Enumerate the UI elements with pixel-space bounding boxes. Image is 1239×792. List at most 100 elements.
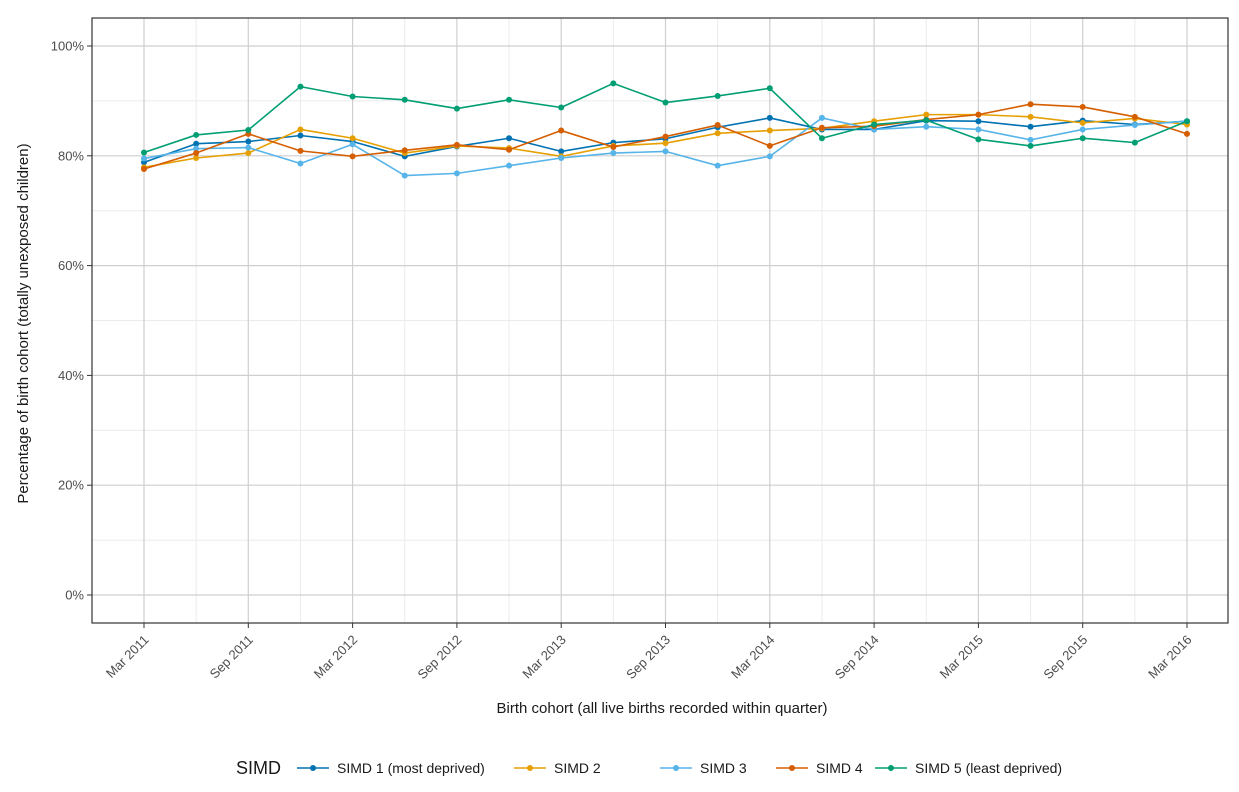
data-point-simd-4 (1131, 113, 1138, 120)
data-point-simd-5 (453, 105, 460, 112)
data-point-simd-5 (558, 104, 565, 111)
data-point-simd-3 (714, 162, 721, 169)
x-tick-label: Sep 2011 (207, 632, 256, 681)
data-point-simd-3 (818, 114, 825, 121)
data-point-simd-4 (610, 144, 617, 151)
data-point-simd-3 (610, 150, 617, 157)
data-point-simd-2 (245, 150, 252, 157)
x-tick-label: Mar 2012 (311, 632, 360, 681)
data-point-simd-1 (1027, 123, 1034, 130)
data-point-simd-2 (1079, 119, 1086, 126)
data-point-simd-2 (1027, 113, 1034, 120)
data-point-simd-1 (975, 118, 982, 125)
data-point-simd-3 (1131, 122, 1138, 129)
legend-label: SIMD 2 (554, 760, 601, 776)
data-point-simd-4 (349, 153, 356, 160)
data-point-simd-2 (766, 127, 773, 134)
data-point-simd-2 (714, 130, 721, 137)
data-point-simd-5 (245, 126, 252, 133)
data-point-simd-5 (1027, 142, 1034, 149)
x-tick-label: Sep 2012 (415, 632, 465, 682)
data-point-simd-1 (245, 138, 252, 145)
y-tick-label: 60% (58, 258, 84, 273)
y-tick-label: 40% (58, 368, 84, 383)
data-point-simd-4 (297, 147, 304, 154)
x-tick-label: Sep 2015 (1040, 632, 1090, 682)
data-point-simd-5 (193, 131, 200, 138)
data-point-simd-5 (1184, 118, 1190, 125)
data-point-simd-5 (1079, 135, 1086, 142)
x-tick-label: Sep 2013 (623, 632, 673, 682)
data-point-simd-5 (349, 93, 356, 100)
data-point-simd-5 (1131, 139, 1138, 146)
data-point-simd-5 (401, 96, 408, 103)
data-point-simd-5 (662, 99, 669, 106)
data-point-simd-3 (401, 172, 408, 179)
x-tick-label: Mar 2016 (1145, 632, 1194, 681)
data-point-simd-3 (975, 126, 982, 133)
data-point-simd-4 (193, 150, 200, 157)
y-tick-label: 80% (58, 148, 84, 163)
data-point-simd-1 (297, 132, 304, 139)
legend-key-point (310, 765, 316, 771)
legend-key-point (888, 765, 894, 771)
data-point-simd-5 (818, 135, 825, 142)
x-axis-title: Birth cohort (all live births recorded w… (497, 700, 828, 717)
data-point-simd-3 (1079, 126, 1086, 133)
legend-item-simd-4: SIMD 4 (776, 760, 863, 776)
data-point-simd-4 (401, 147, 408, 154)
x-tick-label: Mar 2014 (728, 632, 777, 681)
data-point-simd-4 (506, 146, 513, 153)
data-point-simd-2 (193, 154, 200, 161)
legend-item-simd-5: SIMD 5 (least deprived) (875, 760, 1062, 776)
legend-label: SIMD 3 (700, 760, 747, 776)
data-point-simd-5 (297, 83, 304, 90)
data-point-simd-3 (662, 148, 669, 155)
data-point-simd-3 (558, 154, 565, 161)
legend-title: SIMD (236, 758, 281, 778)
x-tick-label: Mar 2013 (519, 632, 568, 681)
data-point-simd-4 (1079, 103, 1086, 110)
data-point-simd-3 (1027, 136, 1034, 143)
data-point-simd-5 (975, 136, 982, 143)
data-point-simd-5 (871, 121, 878, 128)
data-point-simd-5 (506, 96, 513, 103)
data-point-simd-4 (141, 165, 147, 172)
y-tick-label: 100% (51, 39, 85, 54)
data-point-simd-2 (923, 111, 930, 118)
data-point-simd-3 (506, 162, 513, 169)
y-axis-title: Percentage of birth cohort (totally unex… (15, 143, 32, 503)
data-point-simd-5 (714, 92, 721, 99)
data-point-simd-2 (349, 135, 356, 142)
data-point-simd-5 (141, 149, 147, 156)
data-point-simd-5 (610, 80, 617, 87)
plot-border (91, 17, 1229, 624)
y-tick-label: 0% (65, 588, 84, 603)
data-point-simd-2 (662, 140, 669, 147)
data-point-simd-1 (506, 135, 513, 142)
x-tick-label: Sep 2014 (832, 632, 882, 682)
legend-item-simd-3: SIMD 3 (660, 760, 747, 776)
data-point-simd-5 (766, 85, 773, 92)
x-tick-label: Mar 2011 (103, 632, 152, 681)
data-point-simd-3 (349, 141, 356, 148)
data-point-simd-4 (975, 111, 982, 118)
data-point-simd-4 (766, 142, 773, 149)
data-point-simd-5 (923, 117, 930, 124)
data-point-simd-3 (453, 170, 460, 177)
data-point-simd-3 (766, 153, 773, 160)
data-point-simd-4 (662, 133, 669, 140)
legend-item-simd-1: SIMD 1 (most deprived) (297, 760, 485, 776)
data-point-simd-3 (923, 123, 930, 130)
data-point-simd-2 (297, 126, 304, 133)
legend-key-point (527, 765, 533, 771)
data-point-simd-4 (558, 127, 565, 134)
data-point-simd-3 (297, 160, 304, 167)
legend-label: SIMD 4 (816, 760, 863, 776)
data-point-simd-4 (818, 124, 825, 131)
data-point-simd-4 (453, 141, 460, 148)
data-point-simd-3 (193, 145, 200, 152)
data-point-simd-4 (714, 122, 721, 129)
y-tick-label: 20% (58, 478, 84, 493)
